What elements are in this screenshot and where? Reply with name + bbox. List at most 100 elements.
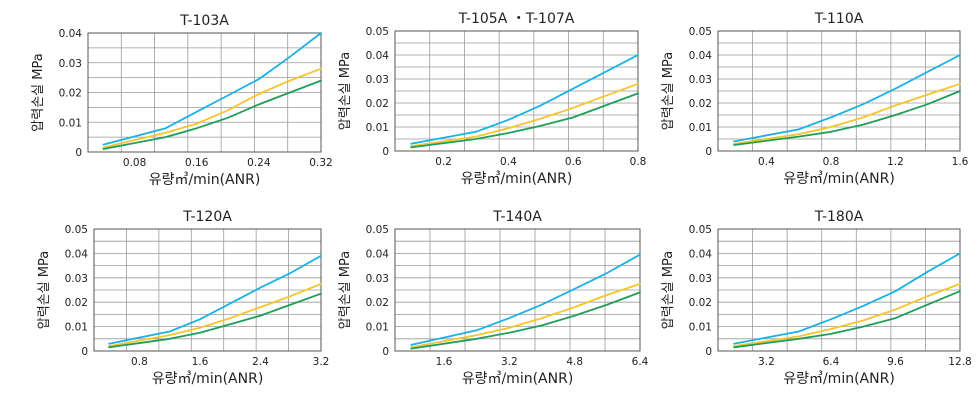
y-tick-label: 0.04: [65, 248, 89, 260]
chart-title: T-120A: [182, 209, 232, 225]
y-tick-label: 0.02: [366, 297, 389, 309]
series-line-yellow: [733, 282, 961, 348]
x-tick-label: 0.08: [123, 157, 146, 169]
x-axis-label: 유량㎥/min(ANR): [462, 371, 574, 387]
y-tick-label: 0.03: [65, 273, 88, 285]
chart-panel: 0 0.01 0.02 0.03 0.04 0.08 0.16 0.24 0.32 T-103A 유…: [31, 13, 333, 188]
y-tick-label: 0.02: [366, 98, 389, 110]
y-tick-label: 0.04: [689, 50, 713, 62]
x-tick-label: 1.6: [952, 156, 969, 168]
series-line-blue: [410, 253, 641, 346]
series-line-green: [108, 292, 322, 349]
x-axis-label: 유량㎥/min(ANR): [783, 171, 895, 187]
x-tick-label: 0.4: [500, 156, 517, 168]
y-tick-label: 0: [75, 147, 82, 159]
x-axis-label: 유량㎥/min(ANR): [783, 371, 895, 387]
series-line-green: [733, 290, 961, 349]
y-tick-label: 0.04: [366, 50, 390, 62]
chart-panel: 0 0.01 0.02 0.03 0.04 0.05 0.8 1.6 2.4 3.2 T-120A 유…: [37, 209, 329, 387]
grid: [718, 31, 960, 151]
series-line-yellow: [410, 282, 641, 349]
x-tick-label: 0.8: [131, 356, 148, 368]
y-tick-label: 0.05: [366, 224, 389, 236]
grid: [88, 33, 321, 152]
x-tick-label: 2.4: [252, 356, 269, 368]
chart-panel: 0 0.01 0.02 0.03 0.04 0.05 3.2 6.4 9.6 12.8 T-180A…: [661, 209, 972, 387]
y-axis-label: 압력손실 MPa: [37, 251, 52, 329]
y-tick-label: 0.02: [65, 297, 88, 309]
x-tick-label: 1.6: [436, 356, 453, 368]
y-axis-label: 압력손실 MPa: [338, 52, 353, 130]
x-tick-label: 0.2: [435, 156, 452, 168]
x-tick-label: 6.4: [823, 356, 840, 368]
chart-panel: 0 0.01 0.02 0.03 0.04 0.05 1.6 3.2 4.8 6.4 T-140A 유…: [338, 209, 649, 387]
y-tick-label: 0.03: [366, 74, 389, 86]
x-tick-label: 0.16: [185, 157, 209, 169]
series-line-green: [102, 79, 322, 150]
y-tick-label: 0.01: [65, 322, 88, 334]
x-tick-label: 9.6: [887, 356, 904, 368]
y-axis-label: 압력손실 MPa: [31, 53, 46, 131]
series-line-yellow: [733, 82, 961, 145]
y-tick-label: 0.05: [689, 224, 712, 236]
y-tick-label: 0.02: [689, 297, 712, 309]
y-tick-label: 0.03: [689, 273, 712, 285]
series-line-yellow: [410, 82, 639, 148]
plot-frame: [93, 228, 322, 352]
y-tick-label: 0: [382, 346, 389, 358]
chart-title: T-103A: [179, 13, 229, 29]
y-tick-label: 0.05: [65, 224, 88, 236]
x-tick-label: 0.8: [823, 156, 840, 168]
grid: [94, 229, 321, 351]
y-tick-label: 0.03: [689, 74, 712, 86]
x-tick-label: 3.2: [501, 356, 518, 368]
y-tick-label: 0.01: [689, 322, 712, 334]
y-tick-label: 0.01: [366, 122, 389, 134]
x-axis-label: 유량㎥/min(ANR): [461, 171, 573, 187]
x-tick-label: 12.8: [948, 356, 971, 368]
plot-frame: [394, 30, 639, 152]
y-axis-label: 압력손실 MPa: [338, 251, 353, 329]
series-line-green: [410, 291, 641, 350]
y-tick-label: 0.04: [366, 248, 390, 260]
series-line-blue: [410, 54, 639, 145]
y-tick-label: 0.01: [59, 117, 82, 129]
series-line-blue: [733, 252, 961, 345]
y-tick-label: 0.01: [366, 322, 389, 334]
chart-title: T-105A ・T-107A: [458, 11, 575, 27]
series-line-blue: [733, 54, 961, 143]
y-tick-label: 0.03: [366, 273, 389, 285]
y-tick-label: 0: [705, 146, 712, 158]
x-axis-label: 유량㎥/min(ANR): [149, 172, 261, 188]
series-line-green: [733, 90, 961, 146]
x-tick-label: 0.4: [758, 156, 775, 168]
y-tick-label: 0.02: [689, 98, 712, 110]
chart-panel: 0 0.01 0.02 0.03 0.04 0.05 0.4 0.8 1.2 1.6 T-110A 유…: [661, 11, 969, 187]
y-tick-label: 0: [81, 346, 88, 358]
x-tick-label: 1.2: [887, 156, 904, 168]
y-axis-label: 압력손실 MPa: [661, 251, 676, 329]
y-tick-label: 0: [382, 146, 389, 158]
x-tick-label: 1.6: [192, 356, 209, 368]
x-tick-label: 6.4: [632, 356, 649, 368]
x-axis-label: 유량㎥/min(ANR): [152, 371, 264, 387]
y-tick-label: 0: [705, 346, 712, 358]
x-tick-label: 4.8: [566, 356, 583, 368]
x-tick-label: 0.24: [247, 157, 271, 169]
y-tick-label: 0.04: [59, 28, 83, 40]
plot-frame: [87, 32, 322, 153]
y-tick-label: 0.05: [689, 26, 712, 38]
y-tick-label: 0.04: [689, 248, 713, 260]
grid: [395, 229, 640, 351]
x-tick-label: 0.8: [630, 156, 647, 168]
x-tick-label: 3.2: [758, 356, 775, 368]
y-axis-label: 압력손실 MPa: [661, 52, 676, 130]
series-line-green: [410, 92, 639, 149]
series-line-blue: [102, 32, 322, 146]
series-line-yellow: [108, 282, 322, 348]
grid: [718, 229, 960, 351]
series-line-blue: [108, 254, 322, 345]
series-line-yellow: [102, 67, 322, 149]
chart-title: T-180A: [814, 209, 864, 225]
